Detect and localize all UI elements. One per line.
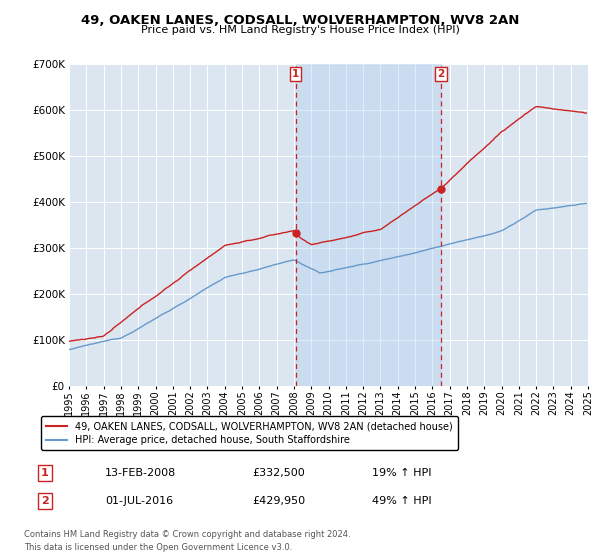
Text: 13-FEB-2008: 13-FEB-2008 (105, 468, 176, 478)
Legend: 49, OAKEN LANES, CODSALL, WOLVERHAMPTON, WV8 2AN (detached house), HPI: Average : 49, OAKEN LANES, CODSALL, WOLVERHAMPTON,… (41, 417, 458, 450)
Bar (296, 64, 441, 386)
Text: 1: 1 (41, 468, 49, 478)
Text: This data is licensed under the Open Government Licence v3.0.: This data is licensed under the Open Gov… (24, 543, 292, 552)
Text: 2: 2 (437, 69, 445, 78)
Text: Contains HM Land Registry data © Crown copyright and database right 2024.: Contains HM Land Registry data © Crown c… (24, 530, 350, 539)
Text: £332,500: £332,500 (252, 468, 305, 478)
Text: 2: 2 (41, 496, 49, 506)
Text: 1: 1 (292, 69, 299, 78)
Text: 19% ↑ HPI: 19% ↑ HPI (372, 468, 431, 478)
Text: Price paid vs. HM Land Registry's House Price Index (HPI): Price paid vs. HM Land Registry's House … (140, 25, 460, 35)
Text: 49, OAKEN LANES, CODSALL, WOLVERHAMPTON, WV8 2AN: 49, OAKEN LANES, CODSALL, WOLVERHAMPTON,… (81, 14, 519, 27)
Text: £429,950: £429,950 (252, 496, 305, 506)
Text: 01-JUL-2016: 01-JUL-2016 (105, 496, 173, 506)
Text: 49% ↑ HPI: 49% ↑ HPI (372, 496, 431, 506)
